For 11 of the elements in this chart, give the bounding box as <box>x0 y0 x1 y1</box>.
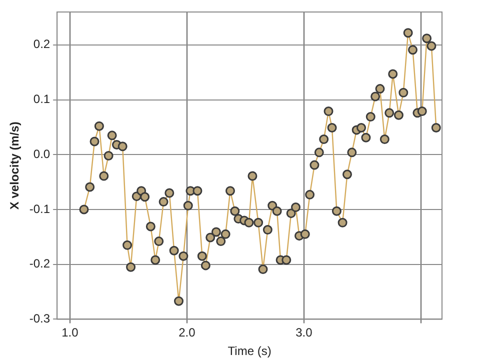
y-axis-title: X velocity (m/s) <box>8 122 22 210</box>
y-tick-label: -0.3 <box>29 312 50 326</box>
x-tick-label: 2.0 <box>178 326 196 340</box>
x-axis-title: Time (s) <box>228 344 272 358</box>
y-tick-label: 0.2 <box>33 37 50 52</box>
y-tick-label: 0.1 <box>33 92 50 106</box>
y-tick-label: 0.0 <box>33 146 50 161</box>
y-tick-label: -0.2 <box>29 256 50 271</box>
x-tick-label: 1.0 <box>62 326 79 340</box>
y-tick-label: -0.1 <box>29 202 50 216</box>
x-tick-label: 3.0 <box>296 326 313 340</box>
